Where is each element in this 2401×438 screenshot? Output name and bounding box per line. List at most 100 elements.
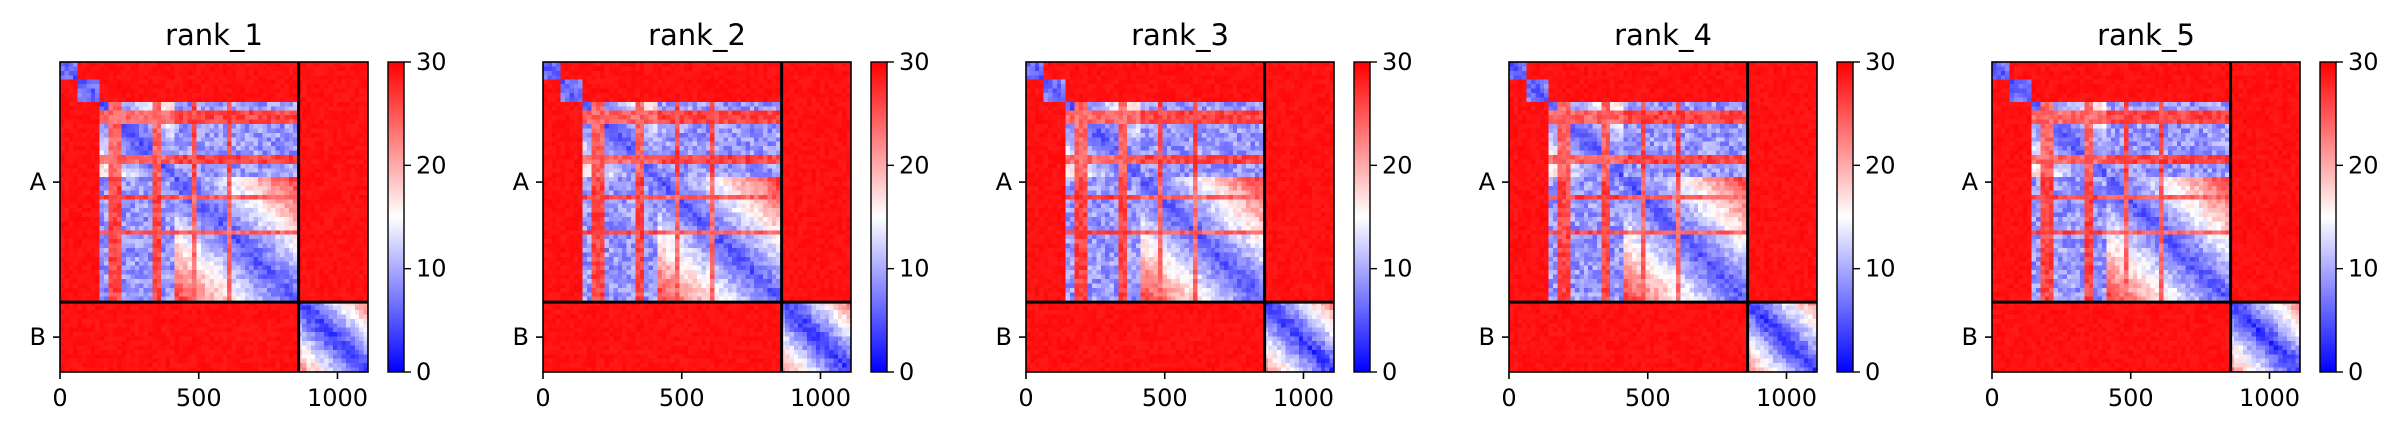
heatmap-cell: [354, 234, 360, 240]
heatmap-cell: [227, 128, 233, 134]
heatmap-cell: [192, 137, 197, 143]
heatmap-cell: [209, 287, 215, 293]
heatmap-cell: [178, 190, 184, 196]
heatmap-cell: [591, 62, 597, 68]
heatmap-cell: [77, 84, 83, 90]
heatmap-cell: [112, 296, 118, 302]
heatmap-cell: [90, 203, 96, 209]
heatmap-cell: [337, 349, 343, 355]
heatmap-cell: [187, 265, 193, 271]
heatmap-cell: [275, 97, 281, 103]
heatmap-cell: [117, 163, 123, 169]
heatmap-cell: [271, 274, 277, 280]
heatmap-cell: [192, 323, 197, 329]
heatmap-cell: [143, 119, 149, 125]
heatmap-cell: [332, 84, 338, 90]
heatmap-cell: [236, 172, 241, 178]
heatmap-cell: [99, 274, 105, 280]
heatmap-cell: [112, 79, 118, 85]
heatmap-cell: [302, 270, 307, 276]
heatmap-cell: [324, 172, 329, 178]
heatmap-cell: [359, 274, 365, 280]
heatmap-cell: [306, 279, 312, 285]
heatmap-cell: [288, 314, 294, 320]
heatmap-cell: [90, 252, 96, 258]
heatmap-cell: [337, 279, 343, 285]
heatmap-cell: [174, 212, 180, 218]
heatmap-cell: [104, 110, 109, 116]
heatmap-cell: [354, 84, 360, 90]
heatmap-cell: [126, 349, 131, 355]
heatmap-cell: [174, 217, 180, 223]
heatmap-cell: [227, 248, 233, 254]
heatmap-cell: [363, 115, 369, 121]
heatmap-cell: [170, 115, 175, 121]
heatmap-cell: [170, 155, 175, 161]
heatmap-cell: [319, 217, 325, 223]
heatmap-cell: [205, 367, 211, 373]
heatmap-cell: [95, 239, 101, 245]
heatmap-cell: [302, 243, 307, 249]
heatmap-cell: [200, 110, 206, 116]
heatmap-cell: [350, 132, 356, 138]
heatmap-cell: [152, 208, 158, 214]
heatmap-cell: [359, 115, 365, 121]
heatmap-cell: [310, 88, 316, 94]
heatmap-cell: [341, 62, 347, 68]
heatmap-cell: [174, 270, 180, 276]
heatmap-cell: [253, 314, 259, 320]
heatmap-cell: [551, 62, 557, 68]
heatmap-cell: [209, 279, 215, 285]
heatmap-cell: [222, 155, 228, 161]
heatmap-cell: [126, 270, 131, 276]
heatmap-cell: [214, 318, 219, 324]
heatmap-cell: [99, 256, 105, 262]
heatmap-cell: [200, 132, 206, 138]
heatmap-cell: [134, 279, 140, 285]
heatmap-cell: [271, 177, 277, 183]
heatmap-cell: [280, 230, 285, 236]
heatmap-cell: [354, 283, 360, 289]
heatmap-cell: [90, 177, 96, 183]
heatmap-cell: [293, 150, 299, 156]
heatmap-cell: [126, 146, 131, 152]
heatmap-cell: [363, 270, 369, 276]
heatmap-cell: [95, 327, 101, 333]
heatmap-cell: [60, 265, 65, 271]
heatmap-cell: [359, 283, 365, 289]
heatmap-cell: [183, 279, 189, 285]
heatmap-cell: [130, 79, 136, 85]
heatmap-cell: [139, 163, 145, 169]
heatmap-cell: [324, 287, 329, 293]
heatmap-cell: [227, 75, 233, 81]
heatmap-cell: [231, 150, 237, 156]
heatmap-cell: [293, 146, 299, 152]
heatmap-cell: [108, 221, 114, 227]
heatmap-cell: [310, 332, 316, 338]
heatmap-cell: [306, 141, 312, 147]
heatmap-cell: [244, 203, 250, 209]
heatmap-cell: [359, 93, 365, 99]
heatmap-cell: [139, 203, 145, 209]
heatmap-cell: [341, 159, 347, 165]
heatmap-cell: [249, 75, 255, 81]
heatmap-cell: [104, 128, 109, 134]
heatmap-cell: [284, 194, 290, 200]
heatmap-cell: [222, 318, 228, 324]
heatmap-cell: [600, 62, 606, 68]
heatmap-cell: [354, 101, 360, 107]
heatmap-cell: [227, 256, 233, 262]
heatmap-cell: [227, 137, 233, 143]
heatmap-cell: [354, 163, 360, 169]
heatmap-cell: [209, 137, 215, 143]
heatmap-cell: [346, 163, 351, 169]
heatmap-cell: [112, 159, 118, 165]
heatmap-cell: [161, 243, 167, 249]
heatmap-cell: [310, 265, 316, 271]
heatmap-cell: [293, 97, 299, 103]
heatmap-cell: [359, 208, 365, 214]
heatmap-cell: [324, 349, 329, 355]
heatmap-cell: [310, 128, 316, 134]
heatmap-cell: [165, 314, 171, 320]
heatmap-cell: [64, 181, 70, 187]
